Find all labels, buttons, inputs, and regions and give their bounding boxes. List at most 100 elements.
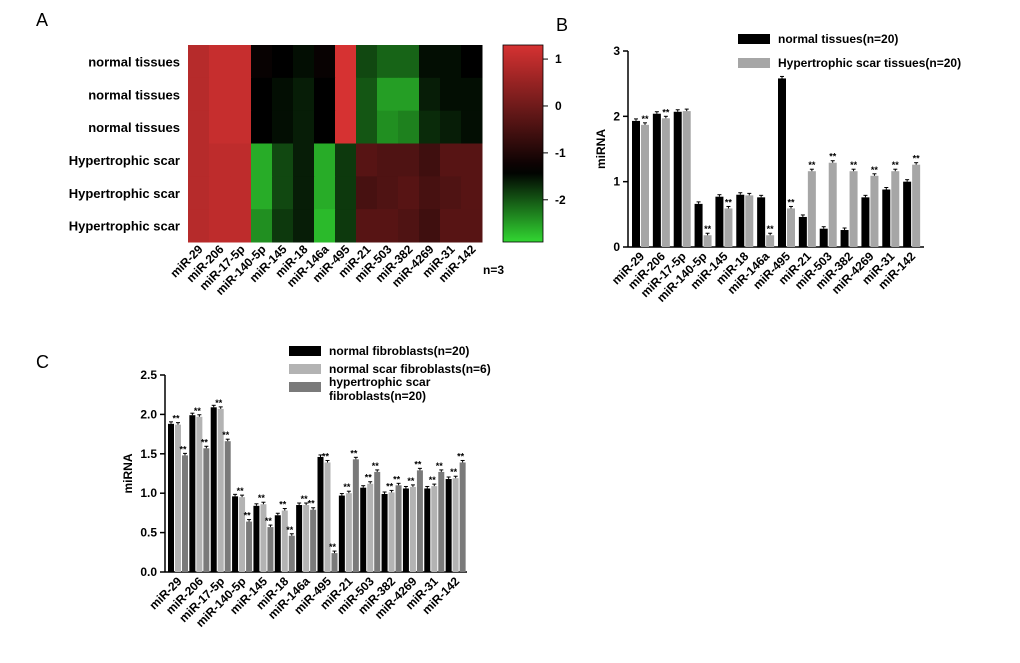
heatmap-cell <box>335 143 357 177</box>
bar-normal-fibroblasts <box>232 496 239 572</box>
heatmap-cell <box>335 209 357 243</box>
heatmap-cell <box>230 176 252 210</box>
heatmap-cell <box>335 77 357 112</box>
legend-swatch <box>738 58 770 68</box>
heatmap-cell <box>440 209 462 243</box>
heatmap-cell <box>356 143 378 177</box>
heatmap-cell <box>251 77 273 112</box>
bar-hypertrophic-scar-tissues <box>661 118 670 247</box>
bar-normal-tissues <box>840 230 849 247</box>
heatmap-cell <box>293 143 315 177</box>
significance-label: ** <box>386 481 394 491</box>
y-tick-label: 3 <box>613 44 620 58</box>
significance-label: ** <box>265 516 273 526</box>
bar-normal-fibroblasts <box>168 423 174 572</box>
heatmap-cell <box>272 45 294 79</box>
significance-label: ** <box>372 461 380 471</box>
significance-label: ** <box>662 107 670 117</box>
bar-normal-tissues <box>819 228 828 247</box>
heatmap-cell <box>440 77 462 112</box>
heatmap-cell <box>230 209 252 243</box>
heatmap-cell <box>293 110 315 144</box>
heatmap-cell <box>188 45 210 79</box>
bar-normal-scar-fibroblasts <box>452 478 459 572</box>
significance-label: ** <box>279 500 287 510</box>
bar-hypertrophic-scar-fibroblasts <box>182 455 188 572</box>
significance-label: ** <box>641 114 649 124</box>
heatmap-cell <box>251 176 273 210</box>
bar-normal-fibroblasts <box>274 515 281 572</box>
heatmap-cell <box>272 77 294 112</box>
bar-normal-fibroblasts <box>445 479 452 572</box>
bar-hypertrophic-scar-tissues <box>745 195 754 247</box>
heatmap-cell <box>230 45 252 79</box>
significance-label: ** <box>365 473 373 483</box>
significance-label: ** <box>393 474 401 484</box>
bar-normal-tissues <box>715 196 724 247</box>
heatmap-cell <box>293 45 315 79</box>
heatmap-cell <box>377 77 399 112</box>
colorbar-tick-label: 0 <box>555 99 562 113</box>
heatmap-cell <box>209 176 231 210</box>
bar-hypertrophic-scar-fibroblasts <box>374 471 381 572</box>
bar-hypertrophic-scar-fibroblasts <box>267 527 274 572</box>
significance-label: ** <box>172 414 180 424</box>
significance-label: ** <box>892 160 900 170</box>
bar-normal-scar-fibroblasts <box>281 510 288 572</box>
bar-hypertrophic-scar-tissues <box>912 164 921 247</box>
heatmap-cell <box>419 209 441 243</box>
bar-normal-tissues <box>673 111 682 247</box>
heatmap-cell <box>377 176 399 210</box>
heatmap-cell <box>440 110 462 144</box>
heatmap-cell <box>335 45 357 79</box>
significance-label: ** <box>201 437 209 447</box>
panel-label-a: A <box>36 10 48 30</box>
bar-hypertrophic-scar-fibroblasts <box>459 462 466 572</box>
bar-normal-tissues <box>632 120 640 247</box>
significance-label: ** <box>913 154 921 164</box>
significance-label: ** <box>787 197 795 207</box>
heatmap-cell <box>377 110 399 144</box>
significance-label: ** <box>407 476 415 486</box>
colorbar-tick-label: 1 <box>555 52 562 66</box>
significance-label: ** <box>436 461 444 471</box>
heatmap-row-label: normal tissues <box>88 54 180 69</box>
heatmap-cell <box>209 143 231 177</box>
y-tick-label: 1.5 <box>140 447 157 461</box>
significance-label: ** <box>871 165 879 175</box>
significance-label: ** <box>179 444 187 454</box>
heatmap-cell <box>419 77 441 112</box>
heatmap-cell <box>356 110 378 144</box>
legend-swatch <box>289 364 321 374</box>
significance-label: ** <box>450 467 458 477</box>
heatmap-cell <box>209 77 231 112</box>
heatmap-cell <box>188 77 210 112</box>
bar-hypertrophic-scar-fibroblasts <box>310 509 317 572</box>
heatmap-cell <box>356 45 378 79</box>
significance-label: ** <box>244 511 252 521</box>
heatmap-cell <box>209 110 231 144</box>
heatmap-cell <box>440 176 462 210</box>
significance-label: ** <box>286 525 294 535</box>
heatmap-cell <box>440 45 462 79</box>
heatmap-cell <box>188 176 210 210</box>
significance-label: ** <box>850 160 858 170</box>
significance-label: ** <box>350 448 358 458</box>
bar-hypertrophic-scar-fibroblasts <box>416 470 423 572</box>
bar-normal-fibroblasts <box>189 415 196 572</box>
bar-normal-scar-fibroblasts <box>217 408 224 572</box>
significance-label: ** <box>322 451 330 461</box>
significance-label: ** <box>237 486 245 496</box>
bar-normal-scar-fibroblasts <box>196 416 203 572</box>
bar-normal-tissues <box>736 194 745 247</box>
heatmap-cell <box>461 45 483 79</box>
bar-normal-scar-fibroblasts <box>388 492 395 572</box>
heatmap-cell <box>188 209 210 243</box>
heatmap-cell <box>377 143 399 177</box>
heatmap-row-label: normal tissues <box>88 120 180 135</box>
bar-chart-panel-c: 0.00.51.01.52.02.5miRNA****miR-29****miR… <box>121 344 491 630</box>
heatmap-cell <box>314 143 336 177</box>
heatmap-cell <box>398 209 420 243</box>
bar-normal-fibroblasts <box>360 487 367 572</box>
heatmap-cell <box>419 110 441 144</box>
